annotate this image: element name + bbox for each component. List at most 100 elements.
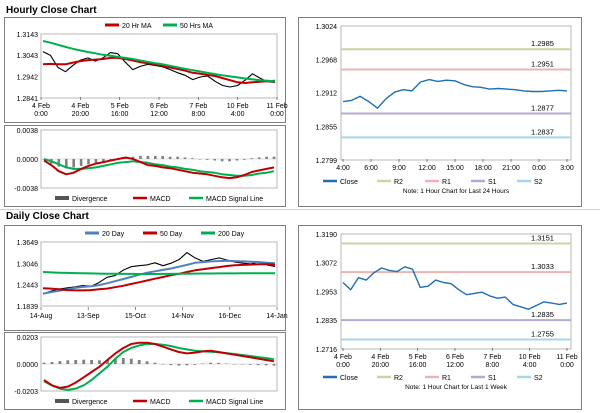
hourly-macd-divergence-bar-23 bbox=[213, 159, 216, 161]
hourly-pivot-legend-s2-label: S2 bbox=[534, 179, 543, 186]
hourly-price-x-tick-1: 4 Feb 20:00 bbox=[71, 103, 89, 118]
daily-pivot-level-label-s2: 1.2755 bbox=[531, 330, 554, 339]
daily-pivot-level-label-r2: 1.3151 bbox=[531, 233, 554, 242]
hourly-macd-y-tick-2: -0.0038 bbox=[14, 186, 38, 193]
hourly-macd-panel: 0.0038 0.0000 -0.0038 Divergence MACD MACD Si… bbox=[4, 125, 286, 207]
daily-pivot-y-tick-4: 1.2716 bbox=[316, 347, 338, 354]
hourly-macd-divergence-bar-12 bbox=[131, 156, 135, 159]
daily-macd-y-tick-1: 0.0000 bbox=[17, 362, 39, 369]
daily-macd-divergence-bar-24 bbox=[233, 364, 236, 365]
daily-macd-divergence-bar-2 bbox=[58, 361, 62, 364]
hourly-pivot-y-tick-4: 1.2799 bbox=[316, 158, 338, 165]
daily-macd-divergence-bar-3 bbox=[66, 360, 70, 364]
hourly-macd-divergence-bar-20 bbox=[191, 158, 194, 159]
hourly-pivot-x-tick-4: 15:00 bbox=[446, 165, 464, 172]
daily-price-series-200-day bbox=[42, 271, 275, 275]
daily-macd-y-tick-2: -0.0203 bbox=[14, 389, 38, 396]
hourly-pivot-plot-area bbox=[340, 25, 572, 161]
hourly-pivot-chart: 1.3024 1.2968 1.2912 1.2855 1.2799 1.2985 1.29… bbox=[316, 24, 574, 195]
daily-price-series-50-day bbox=[42, 263, 276, 292]
hourly-price-x-tick-6: 11 Feb 0:00 bbox=[266, 103, 287, 118]
hourly-price-legend-1-label: 50 Hrs MA bbox=[180, 23, 213, 30]
hourly-macd-divergence-bar-14 bbox=[146, 155, 150, 159]
daily-pivot-x-tick-1: 4 Feb 20:00 bbox=[371, 354, 389, 369]
hourly-pivot-x-tick-0: 4:00 bbox=[336, 165, 350, 172]
daily-macd-macd-line bbox=[43, 341, 275, 389]
daily-pivot-x-tick-2: 5 Feb 16:00 bbox=[409, 354, 427, 369]
hourly-pivot-y-tick-3: 1.2855 bbox=[316, 125, 338, 132]
daily-macd-divergence-bar-25 bbox=[240, 364, 244, 365]
hourly-macd-legend-signal-label: MACD Signal Line bbox=[206, 196, 263, 203]
daily-macd-divergence-bar-6 bbox=[90, 360, 93, 364]
daily-macd-divergence-bar-8 bbox=[106, 359, 109, 364]
hourly-pivot-x-tick-1: 6:00 bbox=[364, 165, 378, 172]
hourly-macd-divergence-bar-9 bbox=[109, 159, 113, 160]
daily-pivot-chart: 1.3190 1.3072 1.2953 1.2835 1.2716 1.3151 1.30… bbox=[316, 232, 578, 391]
hourly-pivot-x-tick-8: 3:00 bbox=[560, 165, 574, 172]
hourly-price-series-50-hrs-ma bbox=[42, 40, 276, 83]
daily-pivot-legend-r1-label: R1 bbox=[442, 375, 451, 382]
hourly-pivot-level-label-s1: 1.2877 bbox=[531, 104, 554, 113]
hourly-pivot-x-tick-6: 21:00 bbox=[502, 165, 520, 172]
daily-macd-divergence-bar-27 bbox=[256, 364, 260, 366]
hourly-macd-divergence-bar-6 bbox=[87, 159, 90, 165]
daily-price-y-tick-3: 1.1839 bbox=[17, 304, 39, 311]
daily-pivot-x-tick-0: 4 Feb 0:00 bbox=[334, 354, 352, 369]
daily-price-x-tick-2: 15-Oct bbox=[125, 313, 146, 320]
hourly-price-legend-0-label: 20 Hr MA bbox=[122, 23, 152, 30]
daily-pivot-y-tick-2: 1.2953 bbox=[316, 290, 338, 297]
daily-macd-divergence-bar-20 bbox=[201, 363, 204, 364]
hourly-macd-divergence-bar-30 bbox=[265, 156, 268, 159]
hourly-macd-divergence-bar-27 bbox=[243, 159, 246, 160]
hourly-pivot-panel: 1.3024 1.2968 1.2912 1.2855 1.2799 1.2985 1.29… bbox=[298, 17, 582, 207]
hourly-macd-divergence-bar-16 bbox=[161, 155, 164, 159]
daily-macd-legend-signal-label: MACD Signal Line bbox=[206, 399, 263, 406]
daily-pivot-x-tick-6: 11 Feb 0:00 bbox=[556, 354, 577, 369]
daily-price-x-tick-4: 16-Dec bbox=[219, 313, 242, 320]
daily-macd-legend-macd-label: MACD bbox=[150, 399, 171, 406]
hourly-price-panel: 1.3143 1.3043 1.2942 1.2841 20 Hr MA 50 Hrs M… bbox=[4, 17, 288, 123]
hourly-macd-divergence-bar-8 bbox=[102, 159, 105, 162]
hourly-macd-divergence-bar-17 bbox=[168, 156, 172, 159]
daily-pivot-x-tick-4: 7 Feb 8:00 bbox=[483, 354, 501, 369]
hourly-price-y-tick-0: 1.3143 bbox=[17, 32, 39, 39]
section-divider bbox=[0, 209, 600, 210]
daily-macd-divergence-bar-11 bbox=[129, 358, 133, 364]
hourly-price-series-20-hr-ma bbox=[42, 56, 276, 84]
hourly-pivot-note: Note: 1 Hour Chart for Last 24 Hours bbox=[403, 188, 510, 195]
hourly-macd-divergence-bar-26 bbox=[235, 159, 239, 161]
hourly-macd-legend-macd-label: MACD bbox=[150, 196, 171, 203]
hourly-macd-divergence-bar-18 bbox=[176, 156, 179, 159]
hourly-pivot-legend-s1-label: S1 bbox=[488, 179, 497, 186]
daily-price-x-tick-0: 14-Aug bbox=[30, 313, 53, 320]
daily-macd-divergence-bar-21 bbox=[209, 362, 212, 364]
hourly-macd-divergence-bar-3 bbox=[65, 159, 68, 169]
daily-macd-divergence-bar-26 bbox=[248, 364, 252, 365]
hourly-macd-divergence-bar-4 bbox=[72, 159, 75, 168]
hourly-pivot-level-label-r1: 1.2951 bbox=[531, 59, 554, 68]
hourly-macd-divergence-bar-5 bbox=[79, 159, 83, 166]
daily-price-series-close bbox=[42, 252, 276, 295]
hourly-macd-divergence-bar-22 bbox=[205, 159, 209, 160]
hourly-pivot-level-label-s2: 1.2837 bbox=[531, 127, 554, 136]
daily-pivot-x-tick-5: 10 Feb 4:00 bbox=[519, 354, 541, 369]
daily-macd-divergence-bar-1 bbox=[50, 362, 54, 364]
daily-price-x-tick-1: 13-Sep bbox=[77, 313, 100, 320]
daily-price-legend-0-label: 20 Day bbox=[102, 231, 125, 238]
daily-pivot-level-label-s1: 1.2835 bbox=[531, 310, 554, 319]
hourly-macd-divergence-bar-25 bbox=[228, 159, 231, 162]
daily-macd-divergence-bar-12 bbox=[137, 360, 141, 364]
hourly-pivot-y-tick-1: 1.2968 bbox=[316, 57, 338, 64]
daily-macd-divergence-bar-22 bbox=[217, 362, 220, 364]
hourly-macd-divergence-bar-29 bbox=[257, 157, 261, 159]
hourly-pivot-x-tick-3: 12:00 bbox=[418, 165, 436, 172]
daily-macd-divergence-bar-29 bbox=[272, 364, 276, 366]
hourly-price-y-tick-3: 1.2841 bbox=[17, 96, 39, 103]
hourly-pivot-legend-close-label: Close bbox=[340, 179, 358, 186]
hourly-macd-divergence-bar-13 bbox=[139, 155, 142, 159]
daily-price-y-tick-0: 1.3649 bbox=[17, 240, 39, 247]
hourly-price-x-tick-4: 7 Feb 8:00 bbox=[189, 103, 207, 118]
hourly-macd-divergence-bar-21 bbox=[198, 159, 202, 160]
hourly-pivot-x-tick-2: 9:00 bbox=[392, 165, 406, 172]
hourly-macd-divergence-bar-31 bbox=[272, 156, 276, 159]
